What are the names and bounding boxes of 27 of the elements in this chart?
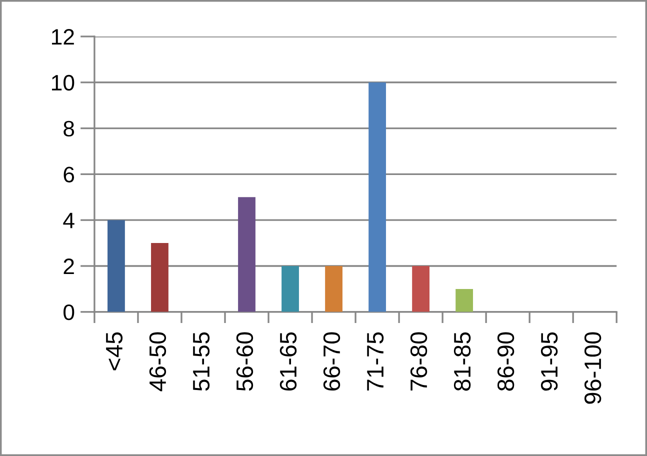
y-tick-label: 10 <box>52 74 74 91</box>
y-tick-label: 12 <box>52 29 74 45</box>
x-tick-label: <45 <box>106 332 123 370</box>
x-tick-label: 51-55 <box>193 332 210 391</box>
x-tick-label: 71-75 <box>367 332 384 391</box>
x-tick-label: 81-85 <box>454 332 471 391</box>
x-tick-label: 66-70 <box>323 332 340 391</box>
x-tick-label: 91-95 <box>540 332 558 391</box>
x-tick-label: 86-90 <box>497 332 514 391</box>
x-tick-label: 56-60 <box>236 332 254 391</box>
x-tick-label: 76-80 <box>410 332 428 391</box>
bar <box>368 82 386 312</box>
x-tick-label: 61-65 <box>280 332 297 391</box>
bar <box>108 220 125 312</box>
x-tick-label: 46-50 <box>149 332 166 392</box>
bar <box>412 266 430 312</box>
y-tick-label: 4 <box>63 212 74 228</box>
bar <box>282 266 299 312</box>
bar <box>325 266 342 312</box>
x-tick-label: 96-100 <box>584 332 602 404</box>
y-tick-label: 8 <box>64 120 74 137</box>
y-tick-label: 0 <box>64 304 74 320</box>
y-tick-label: 2 <box>64 258 74 274</box>
y-tick-label: 6 <box>64 166 74 182</box>
bar <box>238 197 256 312</box>
bar <box>151 243 168 312</box>
bar <box>456 288 474 312</box>
